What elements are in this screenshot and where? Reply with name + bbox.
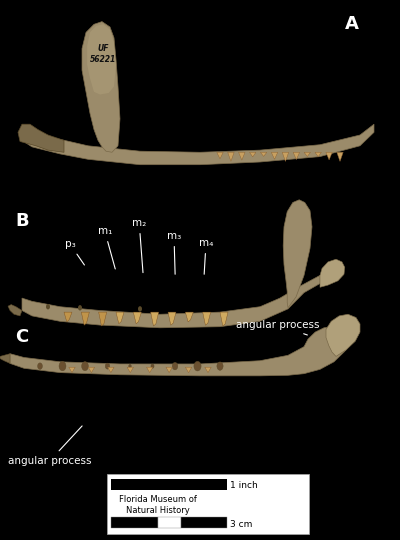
Text: A: A	[345, 15, 359, 33]
Text: UF
56221: UF 56221	[90, 44, 116, 64]
Circle shape	[217, 362, 223, 370]
Polygon shape	[168, 312, 176, 325]
Bar	[107, 474, 309, 534]
Circle shape	[194, 361, 201, 371]
Bar	[111, 517, 158, 528]
Circle shape	[129, 364, 131, 368]
Bar	[181, 517, 227, 528]
Polygon shape	[217, 152, 223, 159]
Polygon shape	[146, 367, 153, 373]
Polygon shape	[0, 354, 10, 363]
Polygon shape	[133, 312, 141, 324]
Polygon shape	[87, 24, 116, 94]
Text: 3 cm: 3 cm	[230, 520, 252, 529]
Polygon shape	[10, 327, 350, 376]
Polygon shape	[81, 312, 89, 325]
Polygon shape	[8, 305, 22, 316]
Circle shape	[38, 363, 42, 369]
Circle shape	[78, 305, 82, 310]
Text: C: C	[15, 328, 29, 347]
Polygon shape	[18, 124, 64, 152]
Circle shape	[172, 362, 178, 370]
Polygon shape	[239, 152, 245, 160]
Polygon shape	[127, 367, 134, 373]
Circle shape	[105, 363, 110, 369]
Polygon shape	[116, 312, 124, 323]
Text: m₃: m₃	[167, 231, 181, 274]
Polygon shape	[22, 275, 320, 328]
Polygon shape	[315, 152, 321, 157]
Text: p₃: p₃	[65, 239, 84, 265]
Circle shape	[138, 306, 142, 312]
Circle shape	[82, 362, 88, 370]
Bar	[158, 517, 181, 528]
Polygon shape	[220, 312, 228, 326]
Polygon shape	[304, 152, 310, 157]
Polygon shape	[64, 312, 72, 322]
Polygon shape	[82, 22, 120, 152]
Text: angular process: angular process	[236, 320, 320, 335]
Polygon shape	[151, 312, 159, 326]
Polygon shape	[320, 259, 345, 287]
Polygon shape	[282, 152, 289, 161]
Circle shape	[151, 364, 154, 368]
Polygon shape	[69, 367, 75, 373]
Text: angular process: angular process	[8, 426, 92, 465]
Polygon shape	[326, 152, 332, 160]
Polygon shape	[99, 312, 107, 326]
Bar	[111, 479, 227, 490]
Polygon shape	[108, 367, 114, 373]
Text: Florida Museum of
Natural History: Florida Museum of Natural History	[119, 495, 197, 515]
Polygon shape	[228, 152, 234, 161]
Polygon shape	[250, 152, 256, 157]
Polygon shape	[293, 152, 300, 160]
Text: 1 inch: 1 inch	[230, 482, 257, 490]
Polygon shape	[88, 367, 95, 373]
Text: m₂: m₂	[132, 218, 146, 273]
Polygon shape	[205, 367, 211, 373]
Polygon shape	[203, 312, 211, 325]
Text: B: B	[15, 212, 29, 231]
Polygon shape	[185, 367, 192, 373]
Text: m₁: m₁	[98, 226, 115, 269]
Polygon shape	[22, 124, 374, 165]
Polygon shape	[283, 200, 312, 308]
Polygon shape	[166, 367, 172, 373]
Circle shape	[46, 304, 50, 309]
Polygon shape	[326, 314, 360, 356]
Text: m₄: m₄	[199, 238, 213, 274]
Circle shape	[59, 361, 66, 371]
Polygon shape	[271, 152, 278, 159]
Polygon shape	[337, 152, 343, 161]
Polygon shape	[185, 312, 193, 322]
Polygon shape	[260, 152, 267, 157]
